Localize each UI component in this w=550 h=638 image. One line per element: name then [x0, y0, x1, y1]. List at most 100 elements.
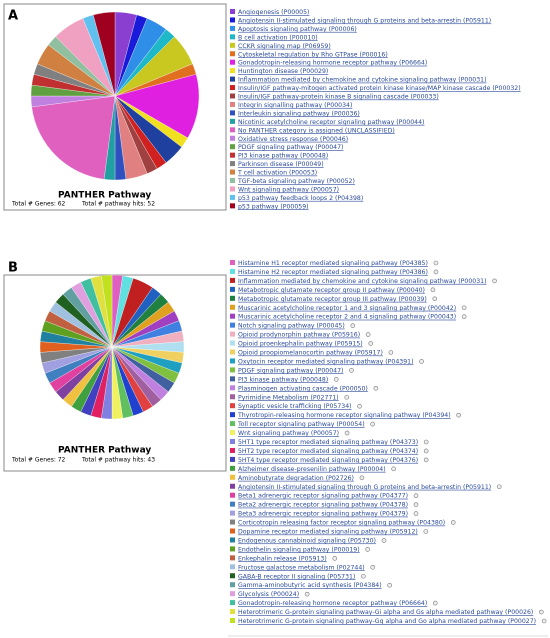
legend-link[interactable]: Opioid proenkephalin pathway (P05915): [238, 341, 363, 348]
legend-link[interactable]: Interleukin signaling pathway (P00036): [238, 110, 360, 117]
legend-link[interactable]: Corticotropin releasing factor receptor …: [238, 520, 445, 527]
info-icon: [333, 377, 339, 382]
legend-link[interactable]: PDGF signaling pathway (P00047): [238, 144, 343, 151]
legend-swatch: [230, 313, 235, 319]
info-icon: [350, 323, 356, 328]
legend-link[interactable]: Inflammation mediated by chemokine and c…: [238, 77, 487, 84]
legend-link[interactable]: Oxytocin receptor mediated signaling pat…: [238, 358, 414, 365]
legend-link[interactable]: Glycolysis (P00024): [238, 591, 299, 598]
legend-link[interactable]: Plasminogen activating cascade (P00050): [238, 385, 368, 392]
legend-link[interactable]: Angiotensin II-stimulated signaling thro…: [238, 484, 491, 491]
legend-swatch: [230, 349, 235, 355]
legend-swatch: [230, 465, 235, 471]
legend-link[interactable]: Angiotensin II-stimulated signaling thro…: [238, 17, 491, 24]
legend-link[interactable]: Metabotropic glutamate receptor group II…: [238, 296, 427, 303]
legend-link[interactable]: Endothelin signaling pathway (P00019): [238, 546, 360, 553]
legend-swatch: [230, 127, 235, 133]
legend-link[interactable]: Aminobutyrate degradation (P02726): [238, 475, 354, 482]
legend-swatch: [230, 295, 235, 301]
legend-link[interactable]: Pyrimidine Metabolism (P02771): [238, 394, 339, 401]
info-icon: [359, 475, 365, 481]
legend-link[interactable]: Wnt signaling pathway (P00057): [238, 430, 339, 437]
legend-link[interactable]: Oxidative stress response (P00046): [238, 136, 348, 143]
legend-swatch: [230, 537, 235, 543]
legend-swatch: [230, 68, 235, 74]
legend-link[interactable]: Cytoskeletal regulation by Rho GTPase (P…: [238, 51, 388, 58]
legend-link[interactable]: Beta3 adrenergic receptor signaling path…: [238, 511, 408, 518]
legend-swatch: [230, 178, 235, 183]
legend-link[interactable]: Angiogenesis (P00005): [238, 9, 309, 16]
legend-link[interactable]: Alzheimer disease-presenilin pathway (P0…: [238, 466, 386, 473]
legend-link[interactable]: 5HT4 type receptor mediated signaling pa…: [238, 457, 418, 464]
legend-link[interactable]: Gamma-aminobutyric acid synthesis (P0438…: [238, 582, 382, 589]
legend-link[interactable]: Endogenous cannabinoid signaling (P05730…: [238, 537, 376, 544]
legend-swatch: [230, 367, 235, 373]
legend-link[interactable]: CCKR signaling map (P06959): [238, 43, 331, 50]
legend-link[interactable]: Insulin/IGF pathway-mitogen activated pr…: [238, 85, 521, 92]
legend-link[interactable]: Inflammation mediated by chemokine and c…: [238, 278, 487, 285]
legend-link[interactable]: PI3 kinase pathway (P00048): [238, 376, 328, 383]
info-icon: [365, 332, 371, 337]
legend-swatch: [230, 194, 235, 200]
legend-link[interactable]: Muscarinic acetylcholine receptor 2 and …: [238, 314, 456, 321]
legend-swatch: [230, 439, 235, 444]
legend-link[interactable]: TGF-beta signaling pathway (P00052): [237, 178, 355, 185]
legend-link[interactable]: Parkinson disease (P00049): [238, 161, 324, 168]
legend-link[interactable]: Dopamine receptor mediated signaling pat…: [238, 529, 418, 536]
legend-swatch: [230, 85, 235, 91]
legend-link[interactable]: GABA-B receptor II signaling (P05731): [238, 573, 355, 580]
legend-link[interactable]: Huntington disease (P00029): [238, 68, 328, 75]
info-icon: [344, 394, 350, 400]
legend-link[interactable]: Enkephalin release (P05913): [238, 555, 327, 562]
legend-link[interactable]: PI3 kinase pathway (P00048): [238, 153, 328, 160]
legend-link[interactable]: 5HT1 type receptor mediated signaling pa…: [238, 439, 418, 446]
legend-link[interactable]: Gonadotropin-releasing hormone receptor …: [238, 60, 427, 67]
info-icon: [423, 448, 429, 454]
legend-link[interactable]: Gonadotropin-releasing hormone receptor …: [238, 600, 427, 607]
legend-swatch: [230, 51, 235, 57]
info-icon: [539, 609, 544, 615]
legend-link[interactable]: Synaptic vesicle trafficking (P05734): [238, 403, 352, 410]
legend-link[interactable]: No PANTHER category is assigned (UNCLASS…: [238, 127, 395, 134]
legend-swatch: [230, 135, 235, 141]
legend-swatch: [230, 118, 235, 124]
legend-link[interactable]: p53 pathway feedback loops 2 (P04398): [238, 195, 363, 202]
info-icon: [450, 520, 456, 525]
legend-swatch: [230, 169, 235, 175]
legend-link[interactable]: Beta2 adrenergic receptor signaling path…: [238, 502, 408, 509]
legend-link[interactable]: Heterotrimeric G-protein signaling pathw…: [238, 618, 536, 625]
info-icon: [388, 350, 394, 355]
legend-link[interactable]: Metabotropic glutamate receptor group II…: [238, 287, 425, 294]
info-icon: [365, 547, 370, 552]
legend-link[interactable]: Heterotrimeric G-protein signaling pathw…: [238, 609, 533, 616]
legend-link[interactable]: Beta1 adrenergic receptor signaling path…: [238, 493, 408, 500]
legend-link[interactable]: Thyrotropin-releasing hormone receptor s…: [237, 412, 451, 419]
chart-title: PANTHER Pathway: [58, 191, 151, 201]
legend-link[interactable]: Wnt signaling pathway (P00057): [238, 186, 339, 193]
legend-link[interactable]: Nicotinic acetylcholine receptor signali…: [238, 119, 424, 126]
info-icon: [373, 385, 379, 391]
legend-swatch: [230, 101, 235, 107]
legend-link[interactable]: Opioid prodynorphin pathway (P05916): [238, 332, 360, 339]
legend-swatch: [230, 591, 235, 597]
info-icon: [461, 314, 467, 320]
legend-swatch: [230, 331, 235, 337]
legend-link[interactable]: Muscarinic acetylcholine receptor 1 and …: [238, 305, 456, 312]
legend-link[interactable]: Integrin signalling pathway (P00034): [238, 102, 352, 109]
legend-link[interactable]: Insulin/IGF pathway-protein kinase B sig…: [238, 94, 439, 101]
legend-link[interactable]: T cell activation (P00053): [237, 170, 317, 177]
legend-link[interactable]: Opioid proopiomelanocortin pathway (P059…: [238, 350, 383, 357]
legend-link[interactable]: Toll receptor signaling pathway (P00054): [237, 421, 365, 428]
legend-link[interactable]: B cell activation (P00010): [238, 34, 318, 41]
legend-link[interactable]: 5HT2 type receptor mediated signaling pa…: [238, 448, 418, 455]
legend-link[interactable]: Histamine H1 receptor mediated signaling…: [238, 260, 428, 267]
info-icon: [433, 260, 439, 266]
legend-link[interactable]: Apoptosis signaling pathway (P00006): [238, 26, 357, 33]
legend-link[interactable]: p53 pathway (P00059): [238, 203, 309, 210]
legend-link[interactable]: Notch signaling pathway (P00045): [238, 323, 345, 330]
legend-swatch: [230, 430, 235, 436]
legend-link[interactable]: Histamine H2 receptor mediated signaling…: [238, 269, 428, 276]
legend-link[interactable]: PDGF signaling pathway (P00047): [238, 367, 343, 374]
legend-link[interactable]: Fructose galactose metabolism (P02744): [238, 564, 365, 571]
